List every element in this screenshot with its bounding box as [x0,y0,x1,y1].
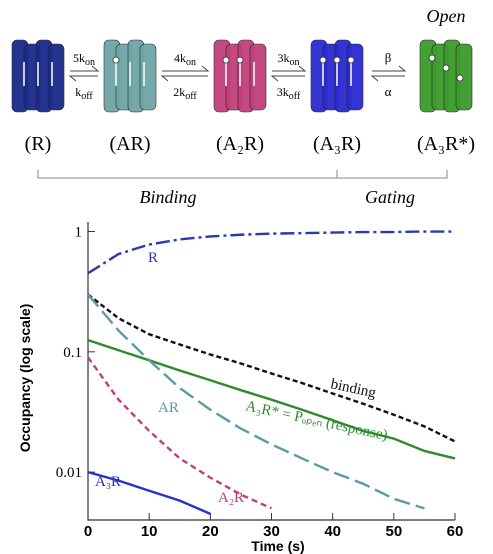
agonist [429,55,435,61]
state-label: (AR) [109,133,150,155]
axes [88,222,455,520]
arrow [162,76,208,81]
bracket [38,170,447,178]
subunit [347,44,363,110]
rate-subscript: off [289,91,301,102]
receptor-icon [214,40,266,112]
state-label: (A₃R*) [417,133,475,155]
arrow [272,66,305,71]
rate-base: 2k [173,85,185,99]
rate-subscript: on [290,57,300,68]
agonist [113,57,119,63]
arrow [162,66,208,71]
figure: Open Binding Gating Time (s) Occupancy (… [0,0,493,554]
rate-constant: 4kon [174,51,196,68]
state-label: (R) [25,133,52,155]
subunit [250,44,266,110]
group-label: Binding [140,187,197,207]
state-label: (A₂R) [216,133,264,155]
series-label: A₃R* = Pₒₚₑₙ (response) [244,398,389,444]
rate-base: 5k [73,51,85,65]
series-line [88,232,455,274]
arrow [272,76,305,81]
y-tick-label: 0.1 [63,345,82,361]
rate-constant: 2koff [173,85,197,102]
series-label: A₂R [218,490,244,506]
state-label: (A₃R) [313,133,361,155]
agonist [237,57,243,63]
arrow [372,76,405,81]
rate-base: 4k [174,51,186,65]
gating-rate: α [385,84,392,99]
arrow [372,66,405,71]
series-line [88,340,455,458]
agonist [320,57,326,63]
group-label: Gating [365,187,415,207]
rate-subscript: on [186,57,196,68]
subunit [48,44,64,110]
receptor-icon [104,40,156,112]
series-label: AR [158,400,179,416]
series-label: R [148,250,158,266]
x-tick-label: 40 [324,523,341,540]
x-tick-label: 0 [84,523,92,540]
y-tick-label: 0.01 [56,465,82,481]
rate-constant: 3kon [278,51,300,68]
series-label: A₃R [95,474,121,490]
rate-constant: koff [75,85,93,102]
receptor-icon [12,40,64,112]
rate-subscript: off [185,91,197,102]
agonist [334,57,340,63]
agonist [443,65,449,71]
y-tick-label: 1 [75,225,83,241]
x-tick-label: 20 [202,523,219,540]
x-tick-label: 60 [447,523,464,540]
open-label: Open [427,6,466,26]
x-tick-label: 30 [263,523,280,540]
brackets [38,170,447,178]
x-tick-label: 50 [385,523,402,540]
gating-rate: β [385,50,392,65]
subunit [140,44,156,110]
x-axis-title: Time (s) [251,538,304,554]
x-tick-label: 10 [141,523,158,540]
receptor-icon [311,40,363,112]
rate-base: 3k [278,51,290,65]
arrow [70,76,98,81]
agonist [457,75,463,81]
rate-constant: 5kon [73,51,95,68]
receptor-icon [420,40,472,112]
agonist [348,57,354,63]
rate-base: 3k [277,85,289,99]
rate-subscript: off [81,91,93,102]
series-label: binding [329,376,378,401]
rate-subscript: on [85,57,95,68]
agonist [223,57,229,63]
y-axis-title: Occupancy (log scale) [17,304,33,453]
rate-constant: 3koff [277,85,301,102]
